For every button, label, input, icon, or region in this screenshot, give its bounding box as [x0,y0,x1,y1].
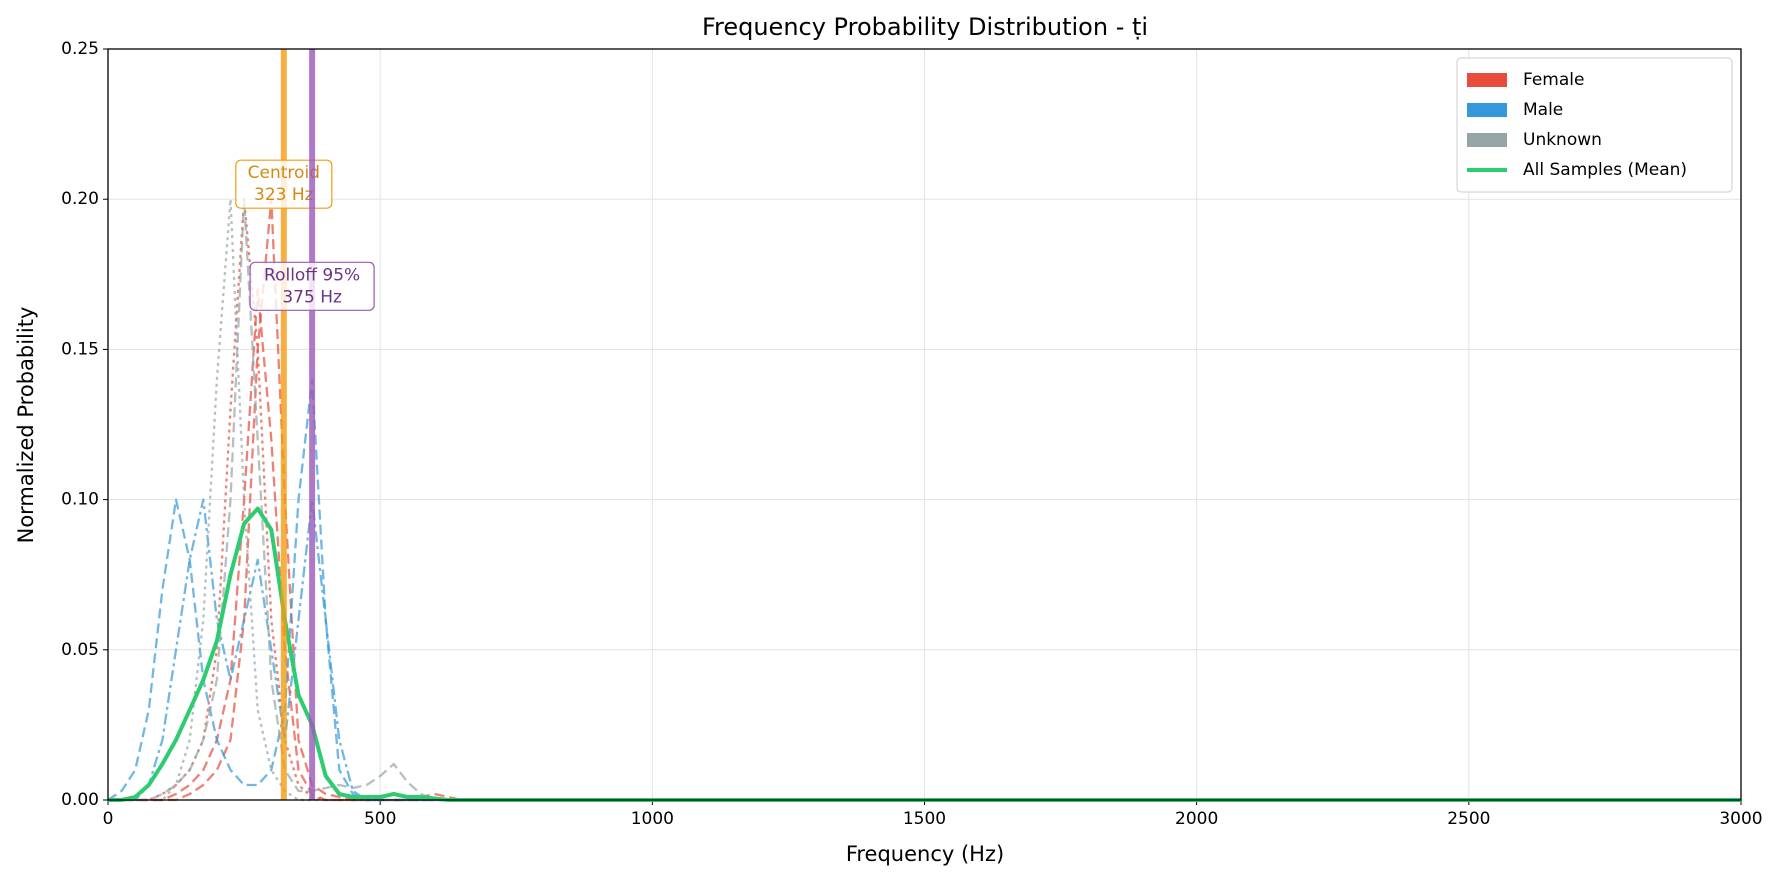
y-tick-label: 0.05 [61,640,99,660]
legend-label: Unknown [1523,130,1602,150]
sample-line [108,198,1741,802]
y-tick-label: 0.00 [61,790,99,810]
sample-line [108,498,1741,802]
y-tick-label: 0.20 [61,189,99,209]
annotation-box [249,261,375,311]
y-axis-label: Normalized Probability [14,307,38,544]
annotation-value: 323 Hz [254,185,314,205]
x-tick-label: 1000 [631,809,674,829]
legend-swatch [1467,73,1507,87]
x-tick-label: 3000 [1719,809,1762,829]
x-tick-label: 2000 [1175,809,1218,829]
x-axis-label: Frequency (Hz) [846,842,1004,866]
legend-label: Female [1523,70,1584,90]
annotation-label: Centroid [248,163,320,183]
plot-frame [107,48,1742,801]
annotation-label: Rolloff 95% [264,265,360,285]
legend-box [1456,57,1733,193]
sample-line [108,288,1741,802]
sample-line [107,378,1741,802]
legend-label: Male [1523,100,1563,120]
x-tick-label: 1500 [903,809,946,829]
y-tick-label: 0.25 [61,39,99,59]
annotation-value: 375 Hz [282,287,342,307]
x-tick-label: 2500 [1447,809,1490,829]
x-tick-label: 0 [103,809,114,829]
x-tick-label: 500 [364,809,396,829]
legend-swatch [1467,133,1507,147]
chart-title: Frequency Probability Distribution - ṭi [702,13,1148,41]
legend-swatch [1467,103,1507,117]
y-tick-label: 0.10 [61,490,99,510]
annotation-box [235,159,333,209]
y-tick-label: 0.15 [61,339,99,359]
legend-label: All Samples (Mean) [1523,160,1687,180]
